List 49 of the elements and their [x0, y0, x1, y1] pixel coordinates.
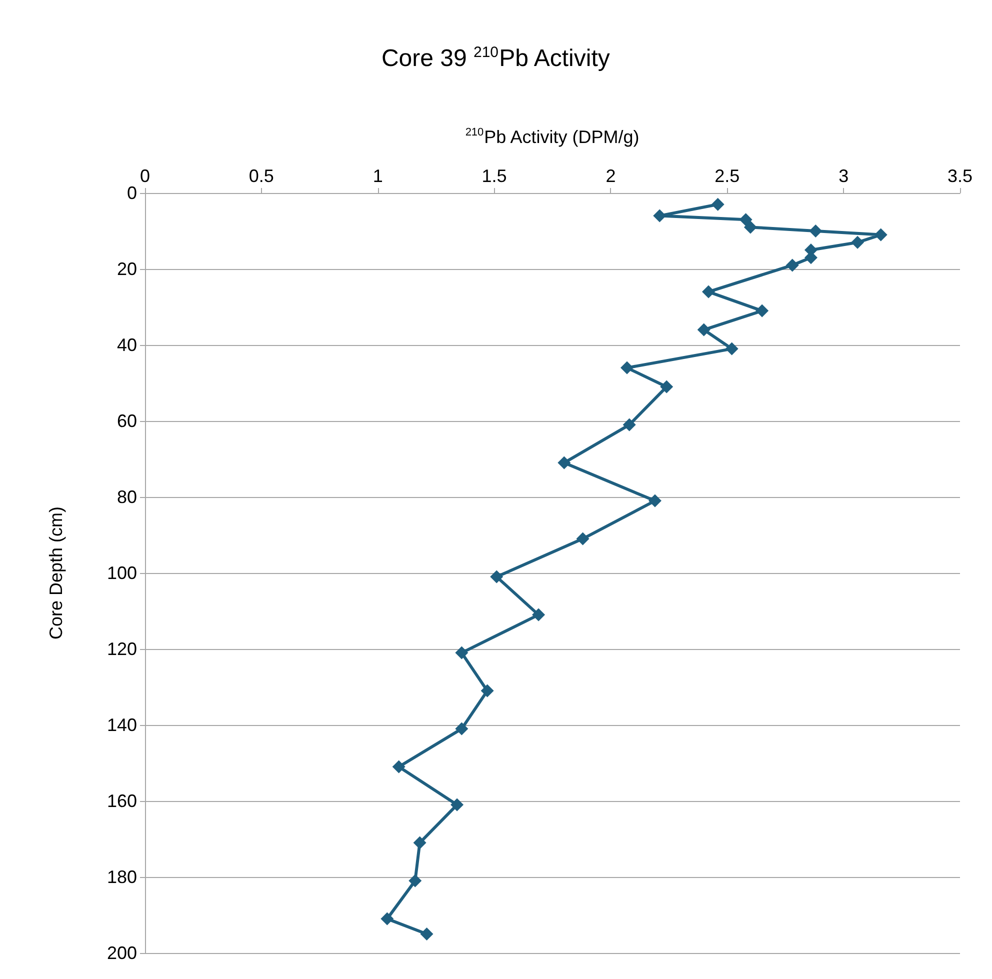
point — [739, 213, 752, 226]
y-tick-label: 140 — [106, 715, 137, 735]
point — [725, 342, 738, 356]
y-tick-label: 40 — [116, 335, 137, 355]
point — [420, 928, 434, 940]
y-tick-label: 80 — [116, 487, 137, 507]
x-tick-label: 2 — [606, 166, 616, 186]
point — [851, 236, 864, 249]
point — [413, 836, 426, 850]
x-tick-label: 2.5 — [714, 166, 740, 186]
point — [620, 361, 634, 374]
point — [809, 224, 822, 238]
point — [480, 684, 494, 698]
y-tick-label: 20 — [116, 259, 137, 279]
point — [744, 220, 757, 234]
x-tick-label: 0 — [140, 166, 150, 186]
x-tick-label: 3 — [838, 166, 849, 186]
point — [490, 570, 504, 584]
point — [622, 418, 636, 432]
y-tick-label: 160 — [106, 791, 137, 811]
y-tick-label: 180 — [106, 867, 137, 887]
point — [455, 646, 468, 660]
point — [455, 722, 468, 736]
point — [392, 760, 406, 774]
point — [532, 608, 546, 622]
point — [711, 198, 724, 211]
point — [874, 228, 888, 242]
y-tick-label: 60 — [116, 411, 137, 431]
y-tick-label: 0 — [126, 183, 137, 203]
point — [702, 285, 716, 298]
x-tick-label: 0.5 — [248, 166, 274, 186]
point — [450, 798, 464, 812]
y-tick-label: 100 — [106, 563, 137, 583]
point — [660, 380, 674, 394]
point — [576, 532, 590, 546]
point — [380, 912, 394, 926]
point — [653, 209, 666, 222]
x-tick-label: 1.5 — [482, 166, 507, 186]
y-tick-label: 200 — [106, 943, 137, 963]
point — [408, 874, 422, 888]
y-tick-label: 120 — [106, 639, 137, 659]
x-tick-label: 3.5 — [947, 166, 973, 186]
point — [786, 258, 799, 272]
y-axis-title: Core Depth (cm) — [46, 506, 66, 640]
point — [697, 323, 710, 336]
point — [558, 456, 571, 470]
point — [648, 494, 662, 508]
point — [756, 304, 769, 318]
x-tick-label: 1 — [372, 166, 383, 186]
